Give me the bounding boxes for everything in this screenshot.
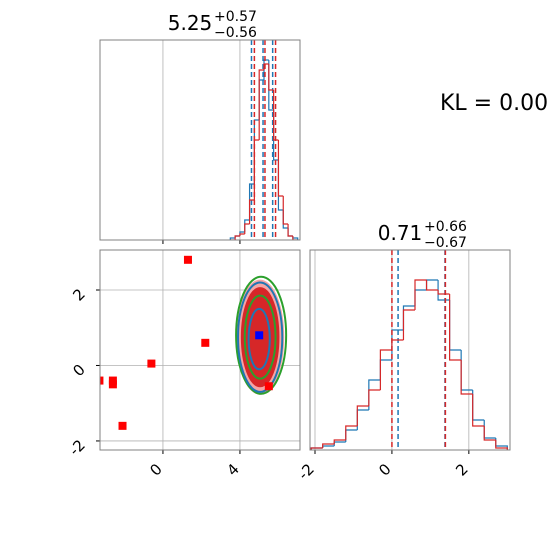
hist-bin [310,447,323,450]
hist-bin [437,280,450,301]
point [201,338,210,347]
hist-bin [345,425,358,440]
title-sup: +0.66 [424,219,467,235]
hist-bin [229,237,236,240]
point [118,421,127,430]
point [183,255,192,264]
point [147,359,156,368]
y-tick-label: 0 [69,361,88,380]
hist-bin [333,439,346,444]
contour [237,281,284,393]
hist-bin [333,441,346,446]
hist-bin [483,426,496,441]
hist-bin [414,289,427,306]
point [100,376,104,385]
panel-title: 5.25 [168,11,213,35]
title-sub: −0.56 [214,25,257,41]
hist-bin [322,445,335,448]
hist-bin [472,394,485,427]
hist-bin [460,350,473,391]
contour [235,275,288,395]
hist-bin [356,405,369,426]
hist-bin [287,228,293,237]
hist-bin [287,224,293,237]
panel-frame [99,249,301,451]
hist-bin [437,290,450,295]
point [264,382,273,391]
x-tick-label: 0 [146,460,165,479]
x-tick-label: -2 [295,460,318,483]
panel [162,40,299,240]
hist-bin [282,196,289,225]
hist-bin [292,236,298,240]
panel [310,250,508,450]
panel-frame [99,39,301,241]
hist-bin [379,359,392,380]
y-tick-label: -2 [66,436,89,459]
panel [100,250,300,450]
hist-bin [449,294,462,361]
hist-bin [277,160,284,211]
x-tick-label: 0 [375,460,394,479]
x-tick-label: 2 [452,460,471,479]
hist-bin [345,429,358,442]
panel-frame [309,249,511,451]
hist-bin [425,279,439,290]
y-tick-label: 2 [69,285,88,304]
panel-title: 0.71 [378,221,423,245]
hist-bin [277,140,284,197]
title-sub: −0.67 [424,235,467,251]
hist-bin [282,210,289,229]
hist-bin [483,420,496,439]
hist-bin [425,280,439,291]
hist-bin [356,409,369,430]
hist-bin [239,233,245,236]
hist-bin [322,443,335,448]
hist-bin [234,235,240,240]
hist-bin [402,309,415,340]
contour [243,294,277,380]
hist-bin [414,279,427,310]
contour [247,307,271,371]
hist-bin [273,90,279,141]
point [108,380,117,389]
hist-bin [263,63,269,70]
x-tick-label: 4 [223,460,242,479]
hist-bin [368,379,381,410]
hist-bin [472,390,485,421]
hist-bin [258,69,265,140]
hist-bin [495,440,508,450]
hist-bin [244,223,250,234]
point [255,331,264,340]
hist-bin [460,360,473,395]
hist-bin [449,300,462,351]
hist-bin [379,349,392,390]
hist-bin [244,219,250,232]
kl-annotation: KL = 0.00 [440,91,548,116]
hist-bin [248,199,255,224]
hist-bin [268,64,274,91]
hist-bin [263,59,269,80]
title-sup: +0.57 [214,9,257,25]
hist-bin [368,389,381,406]
